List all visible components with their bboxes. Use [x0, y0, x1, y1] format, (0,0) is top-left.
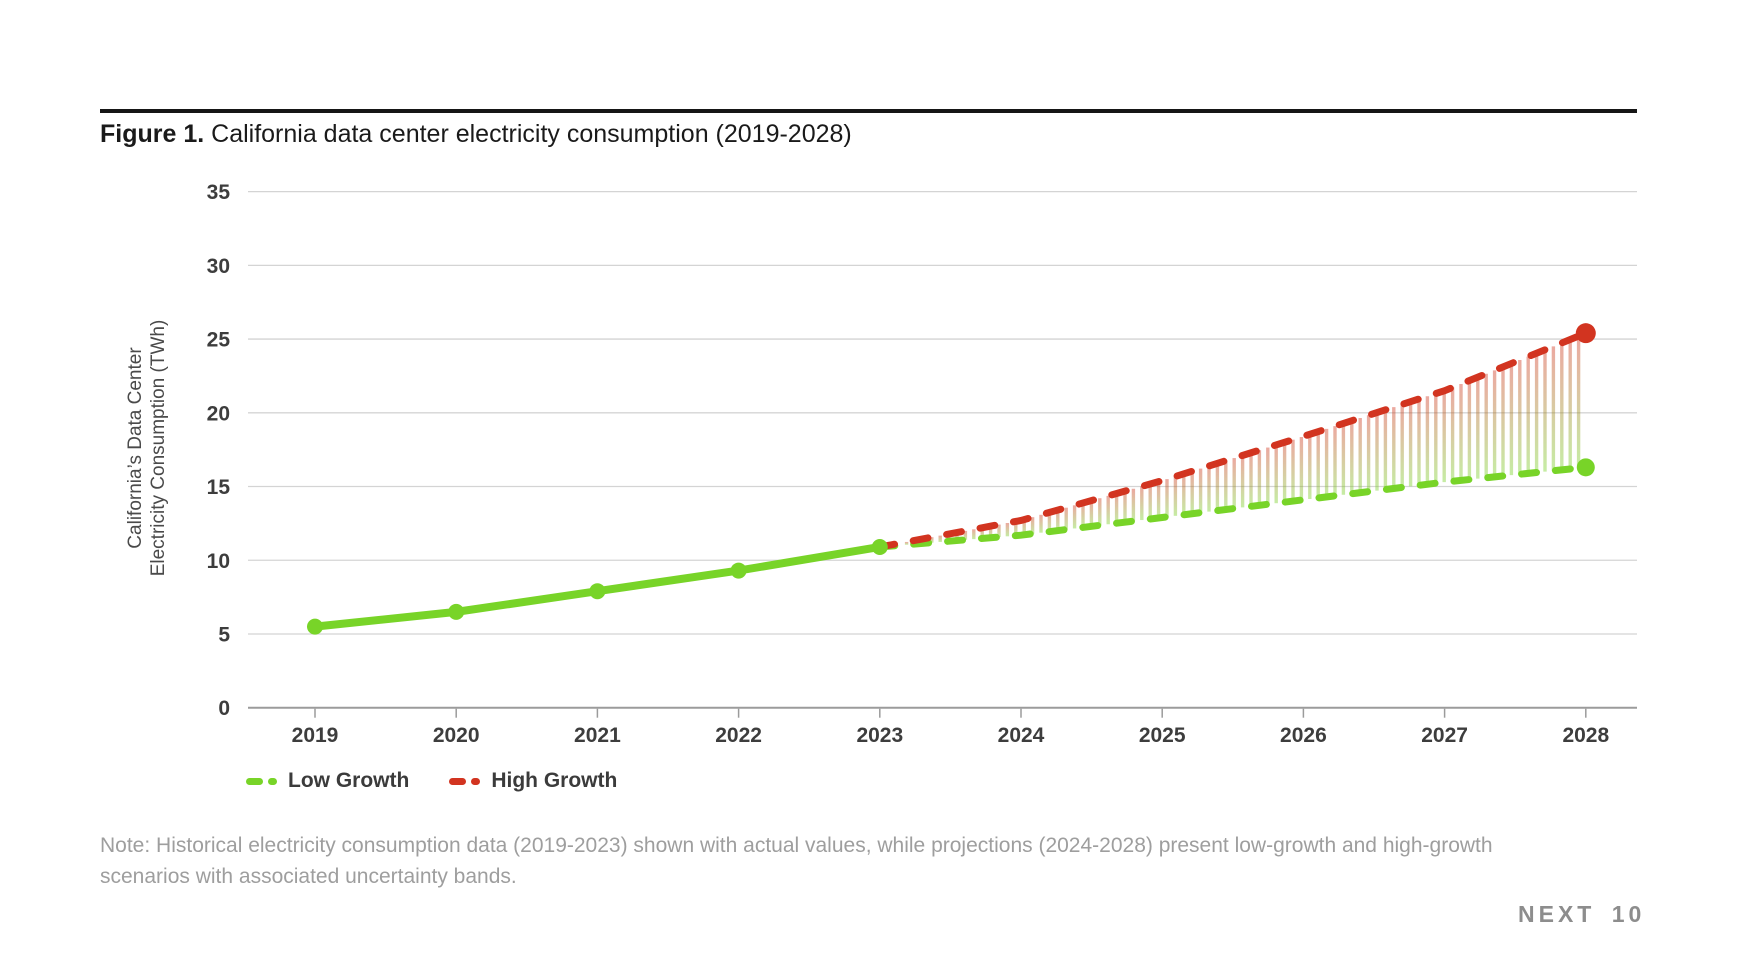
low-growth-dash-swatch: [246, 777, 277, 785]
y-tick-label: 5: [218, 623, 230, 646]
low-growth-line: [876, 463, 1590, 551]
historical-point: [307, 618, 323, 635]
y-tick-label: 35: [207, 181, 231, 204]
figure-note: Note: Historical electricity consumption…: [100, 834, 1493, 888]
x-tick-labels: 2019 2020 2021 2022 2023 2024 2025 2026 2027 2028: [292, 724, 1610, 747]
figure-title-prefix: Figure 1.: [100, 120, 205, 148]
y-tick-labels: 0 5 10 15 20 25 30 35: [207, 181, 231, 720]
y-tick-label: 20: [207, 402, 230, 425]
top-rule: [100, 109, 1637, 113]
x-tick-label: 2022: [715, 724, 762, 747]
x-tick-label: 2026: [1280, 724, 1327, 747]
x-tick-label: 2020: [433, 724, 480, 747]
y-tick-label: 0: [218, 697, 230, 720]
y-axis-title-line: Electricity Consumption (TWh): [148, 320, 169, 577]
historical-point: [730, 562, 747, 579]
high-growth-dash-swatch: [449, 777, 481, 785]
y-axis-title: California’s Data Center Electricity Cons…: [125, 320, 169, 577]
legend-item-high-growth: High Growth: [449, 769, 617, 793]
historical-line: [307, 538, 888, 635]
gridlines: [248, 190, 1637, 709]
figure-title: Figure 1. California data center electri…: [100, 120, 852, 149]
chart-legend: Low Growth High Growth: [246, 769, 617, 793]
x-tick-label: 2024: [998, 724, 1045, 747]
historical-point: [871, 538, 888, 555]
y-tick-label: 15: [207, 476, 231, 499]
historical-point: [589, 583, 606, 600]
x-tick-label: 2021: [574, 724, 621, 747]
figure-title-text: California data center electricity consu…: [204, 120, 852, 148]
legend-label-low-growth: Low Growth: [288, 769, 410, 792]
y-tick-label: 30: [207, 255, 230, 278]
low-growth-end-point: [1576, 458, 1595, 477]
legend-item-low-growth: Low Growth: [246, 769, 409, 793]
x-tick-label: 2025: [1139, 724, 1186, 747]
end-markers: [1575, 323, 1596, 477]
historical-point: [448, 603, 465, 620]
y-axis-title-line: California’s Data Center: [125, 347, 146, 549]
x-tick-label: 2023: [856, 724, 903, 747]
y-tick-label: 25: [207, 329, 231, 352]
high-growth-line: [876, 329, 1590, 551]
x-tick-label: 2028: [1562, 724, 1609, 747]
high-growth-end-point: [1575, 323, 1596, 344]
x-tick-marks: [314, 708, 1587, 718]
high-growth-line: [876, 329, 1590, 551]
legend-label-high-growth: High Growth: [491, 769, 618, 792]
x-tick-label: 2019: [292, 724, 339, 747]
next10-logo: NEXT 10: [1518, 901, 1646, 927]
uncertainty-band: [904, 336, 1581, 545]
y-tick-label: 10: [207, 550, 230, 573]
low-growth-line: [876, 463, 1590, 551]
x-tick-label: 2027: [1421, 724, 1468, 747]
